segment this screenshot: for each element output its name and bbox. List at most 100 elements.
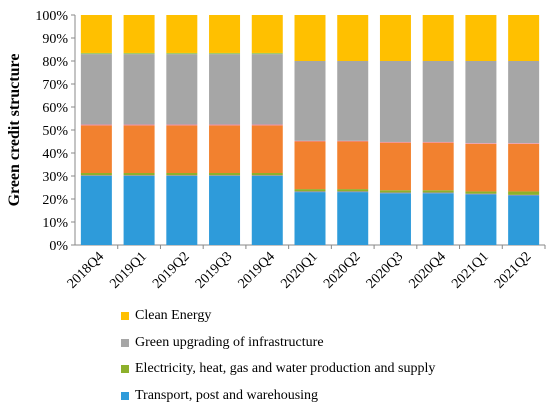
bar-segment [166,176,197,245]
y-tick-label: 30% [42,170,68,185]
x-tick-label: 2019Q4 [236,249,279,292]
bar-segment [252,15,283,53]
y-tick-label: 20% [42,193,68,208]
x-tick-label: 2020Q3 [364,249,407,292]
x-tick-label: 2021Q1 [449,249,492,292]
legend-label: Transport, post and warehousing [135,388,318,404]
legend-label: Green upgrading of infrastructure [135,335,324,351]
bar-segment [465,143,496,144]
legend: Clean Energy Green upgrading of infrastr… [121,303,435,409]
bar-segment [380,193,411,245]
legend-swatch [121,365,129,373]
bar-segment [252,173,283,175]
legend-swatch [121,392,129,400]
legend-item-electricity: Electricity, heat, gas and water product… [121,356,435,383]
x-tick-label: 2019Q1 [107,249,150,292]
bar-segment [508,144,539,192]
bar-segment [465,144,496,192]
bar-segment [380,15,411,61]
bar-segment [380,142,411,143]
bar-segment [380,143,411,191]
bar-segment [124,15,155,53]
x-tick-label: 2019Q3 [193,249,236,292]
bar-segment [252,125,283,173]
y-tick-label: 40% [42,147,68,162]
bar-segment [508,61,539,143]
bar-segment [295,142,326,190]
bar-segment [295,189,326,191]
bar-segment [423,143,454,191]
bar-segment [423,15,454,61]
bar-segment [252,175,283,176]
bar-segment [209,53,240,54]
y-tick-label: 60% [42,101,68,116]
bar-segment [423,61,454,142]
y-axis-title: Green credit structure [6,54,23,207]
bar-segment [423,193,454,194]
bar-segment [166,175,197,176]
bar-segment [252,124,283,125]
bar-segment [465,194,496,195]
x-tick-label: 2021Q2 [492,249,535,292]
bar-segment [295,61,326,141]
y-tick-label: 0% [49,239,68,254]
bar-segment [252,176,283,245]
bar-segment [209,54,240,124]
x-tick-label: 2020Q1 [278,249,321,292]
bar-segment [337,141,368,142]
legend-label: Clean Energy [135,308,211,324]
bar-segment [166,125,197,173]
bar-segment [465,194,496,245]
bar-segment [209,173,240,175]
bar-segment [124,53,155,54]
bar-segment [337,61,368,141]
legend-swatch [121,312,129,320]
bar-segment [295,141,326,142]
bar-segment [209,15,240,53]
bar-segment [124,54,155,124]
bar-segment [209,175,240,176]
bar-segment [508,15,539,61]
x-tick-label: 2020Q2 [321,249,364,292]
legend-swatch [121,339,129,347]
bar-segment [209,125,240,173]
y-tick-label: 10% [42,216,68,231]
bar-segment [209,124,240,125]
y-tick-label: 50% [42,124,68,139]
bar-segment [81,124,112,125]
bar-segment [166,173,197,175]
bar-segment [295,192,326,245]
legend-label: Electricity, heat, gas and water product… [135,361,435,377]
bar-segment [166,124,197,125]
bar-segment [124,175,155,176]
bar-segment [252,54,283,124]
bar-segment [337,191,368,192]
bar-segment [81,176,112,245]
bar-segment [295,15,326,61]
bar-segment [465,191,496,193]
bar-segment [337,15,368,61]
bar-segment [423,190,454,192]
y-tick-label: 70% [42,78,68,93]
bar-segment [81,175,112,176]
bar-segment [508,143,539,144]
bar-segment [81,54,112,124]
bar-segment [337,192,368,245]
y-tick-label: 80% [42,55,68,70]
y-tick-label: 100% [35,9,68,24]
bar-segment [295,191,326,192]
bar-segment [465,61,496,143]
bar-segment [166,15,197,53]
bar-segment [81,125,112,173]
stacked-bar-chart: Green credit structure 0% 10% 20% 30% 40% 50% 6… [0,0,550,300]
bar-segment [337,189,368,191]
bar-segment [81,15,112,53]
bar-segment [423,142,454,143]
bar-segment [380,193,411,194]
bar-segment [252,53,283,54]
bar-segment [508,196,539,245]
y-tick-label: 90% [42,32,68,47]
legend-item-clean-energy: Clean Energy [121,303,435,330]
bar-segment [508,195,539,196]
